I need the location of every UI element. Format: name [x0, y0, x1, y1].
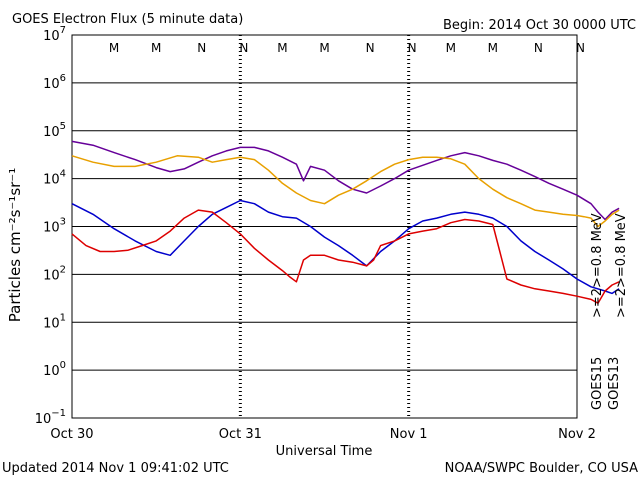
legend-entry: >=0.8 MeV — [590, 213, 605, 288]
noon-midnight-marker: N — [408, 41, 417, 55]
y-tick-label: 106 — [43, 73, 66, 92]
series-lines — [71, 140, 620, 304]
y-tick-label: 105 — [43, 121, 66, 140]
noon-midnight-marker: M — [109, 41, 119, 55]
y-tick-label: 107 — [43, 25, 66, 44]
noon-midnight-marker: M — [446, 41, 456, 55]
y-tick-label: 104 — [43, 169, 66, 188]
x-tick-label: Oct 31 — [219, 427, 262, 442]
y-tick-label: 101 — [43, 312, 66, 331]
x-tick-label: Oct 30 — [50, 427, 93, 442]
y-tick-label: 10−1 — [35, 408, 66, 427]
noon-midnight-marker: N — [576, 41, 585, 55]
noon-midnight-marker: M — [277, 41, 287, 55]
begin-date: Begin: 2014 Oct 30 0000 UTC — [443, 18, 636, 33]
credit-text: NOAA/SWPC Boulder, CO USA — [445, 461, 638, 476]
series-line — [71, 209, 620, 304]
x-axis-label: Universal Time — [276, 444, 373, 459]
legend-entry: >=0.8 MeV — [614, 213, 629, 288]
y-tick-label: 100 — [43, 360, 66, 379]
legend-entry: >=2 — [614, 288, 629, 318]
noon-midnight-marker: M — [488, 41, 498, 55]
x-tick-labels: Oct 30 Oct 31 Nov 1 Nov 2 — [50, 427, 595, 442]
legend-satellite-label: GOES13 — [607, 357, 622, 410]
series-line — [71, 140, 620, 221]
y-axis-label: Particles cm⁻²s⁻¹sr⁻¹ — [6, 168, 24, 322]
noon-midnight-marker: M — [151, 41, 161, 55]
series-line — [71, 199, 620, 295]
y-tick-label: 102 — [43, 264, 66, 283]
noon-midnight-marker: N — [366, 41, 375, 55]
x-tick-label: Nov 2 — [558, 427, 596, 442]
y-tick-label: 103 — [43, 217, 66, 236]
noon-midnight-marker: N — [239, 41, 248, 55]
noon-midnight-marker: M — [319, 41, 329, 55]
legend-satellite-label: GOES15 — [590, 357, 605, 410]
x-tick-label: Nov 1 — [390, 427, 428, 442]
y-tick-labels: 107 106 105 104 103 102 101 100 10−1 — [35, 25, 66, 427]
legend: GOES15 GOES13>=2>=0.8 MeV>=2>=0.8 MeV — [590, 213, 629, 410]
updated-timestamp: Updated 2014 Nov 1 09:41:02 UTC — [2, 461, 229, 476]
chart-title: GOES Electron Flux (5 minute data) — [12, 12, 243, 27]
series-line — [71, 155, 620, 228]
legend-entry: >=2 — [590, 288, 605, 318]
noon-midnight-marker: N — [534, 41, 543, 55]
noon-midnight-marker: N — [197, 41, 206, 55]
